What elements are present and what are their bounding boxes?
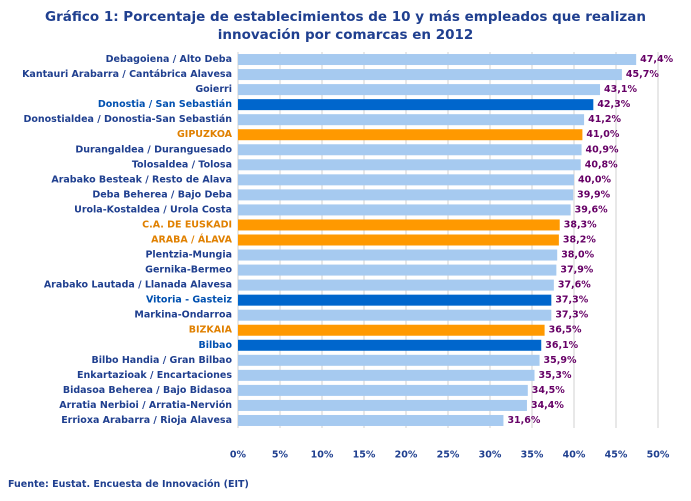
category-label: Donostia / San Sebastián xyxy=(98,99,232,110)
x-tick-label: 20% xyxy=(395,450,418,461)
category-label: Kantauri Arabarra / Cantábrica Alavesa xyxy=(22,69,232,80)
category-label: Markina-Ondarroa xyxy=(134,310,232,321)
value-label: 41,0% xyxy=(586,129,619,140)
value-label: 36,1% xyxy=(545,340,578,351)
category-label: C.A. DE EUSKADI xyxy=(142,219,232,230)
category-label: Errioxa Arabarra / Rioja Alavesa xyxy=(61,415,232,426)
x-tick-label: 40% xyxy=(563,450,586,461)
source: Fuente: Eustat. Encuesta de Innovación (… xyxy=(8,479,249,490)
value-label: 42,3% xyxy=(597,99,630,110)
value-label: 38,2% xyxy=(563,235,596,246)
x-tick-label: 50% xyxy=(647,450,670,461)
value-label: 39,9% xyxy=(577,189,610,200)
bar xyxy=(238,369,535,381)
value-label: 31,6% xyxy=(507,415,540,426)
x-tick-label: 35% xyxy=(521,450,544,461)
chart-title-box: Gráfico 1: Porcentaje de establecimiento… xyxy=(0,8,691,44)
value-label: 37,3% xyxy=(555,310,588,321)
value-label: 38,0% xyxy=(561,250,594,261)
bar xyxy=(238,324,545,336)
category-label: GIPUZKOA xyxy=(177,129,233,140)
category-label: Arabako Besteak / Resto de Alava xyxy=(51,174,232,185)
category-label: Vitoria - Gasteiz xyxy=(146,295,233,306)
value-label: 43,1% xyxy=(604,84,637,95)
bar xyxy=(238,159,581,171)
category-label: Arratia Nerbioi / Arratia-Nervión xyxy=(59,400,232,411)
value-label: 39,6% xyxy=(575,204,608,215)
category-label: Bilbo Handia / Gran Bilbao xyxy=(91,355,232,366)
x-tick-label: 25% xyxy=(437,450,460,461)
bar xyxy=(238,84,601,96)
category-label: Urola-Kostaldea / Urola Costa xyxy=(74,204,232,215)
bar xyxy=(238,204,571,216)
x-tick-label: 45% xyxy=(605,450,628,461)
bar xyxy=(238,99,594,111)
bar xyxy=(238,114,585,126)
x-tick-label: 15% xyxy=(353,450,376,461)
category-label: Gernika-Bermeo xyxy=(145,265,232,276)
category-label: Deba Beherea / Bajo Deba xyxy=(92,189,232,200)
bar xyxy=(238,264,557,276)
bar xyxy=(238,399,527,411)
bar xyxy=(238,69,622,81)
category-label: Durangaldea / Duranguesado xyxy=(75,144,232,155)
value-label: 40,8% xyxy=(585,159,618,170)
value-label: 38,3% xyxy=(564,219,597,230)
value-label: 37,3% xyxy=(555,295,588,306)
bar xyxy=(238,294,552,306)
category-label: Plentzia-Mungia xyxy=(145,250,232,261)
category-label: ARABA / ÁLAVA xyxy=(151,234,233,246)
x-tick-label: 0% xyxy=(230,450,247,461)
category-label: Donostialdea / Donostia-San Sebastián xyxy=(23,114,232,125)
value-label: 34,4% xyxy=(531,400,564,411)
value-label: 37,9% xyxy=(560,265,593,276)
x-tick-label: 5% xyxy=(272,450,289,461)
value-label: 40,0% xyxy=(578,174,611,185)
category-label: Arabako Lautada / Llanada Alavesa xyxy=(44,280,232,291)
category-label: Bidasoa Beherea / Bajo Bidasoa xyxy=(63,385,232,396)
category-label: Enkartazioak / Encartaciones xyxy=(77,370,232,381)
bar xyxy=(238,384,528,396)
chart-title: Gráfico 1: Porcentaje de establecimiento… xyxy=(44,9,646,43)
bar xyxy=(238,339,542,351)
bar xyxy=(238,234,559,246)
value-label: 40,9% xyxy=(586,144,619,155)
category-label: BIZKAIA xyxy=(189,325,233,336)
bar xyxy=(238,189,574,201)
value-label: 36,5% xyxy=(549,325,582,336)
value-label: 47,4% xyxy=(640,54,673,65)
category-label: Bilbao xyxy=(199,340,233,351)
x-tick-label: 30% xyxy=(479,450,502,461)
bar xyxy=(238,279,554,291)
bar xyxy=(238,174,574,186)
bar xyxy=(238,219,560,231)
x-tick-label: 10% xyxy=(311,450,334,461)
bar xyxy=(238,54,637,66)
value-label: 45,7% xyxy=(626,69,659,80)
category-label: Goierri xyxy=(195,84,232,95)
bar xyxy=(238,249,558,261)
value-label: 34,5% xyxy=(532,385,565,396)
bar xyxy=(238,309,552,321)
bar xyxy=(238,144,582,156)
value-label: 37,6% xyxy=(558,280,591,291)
category-label: Debagoiena / Alto Deba xyxy=(106,54,232,65)
bar xyxy=(238,414,504,426)
value-label: 35,3% xyxy=(539,370,572,381)
bar xyxy=(238,354,540,366)
value-label: 41,2% xyxy=(588,114,621,125)
bar xyxy=(238,129,583,141)
category-label: Tolosaldea / Tolosa xyxy=(132,159,232,170)
value-label: 35,9% xyxy=(544,355,577,366)
